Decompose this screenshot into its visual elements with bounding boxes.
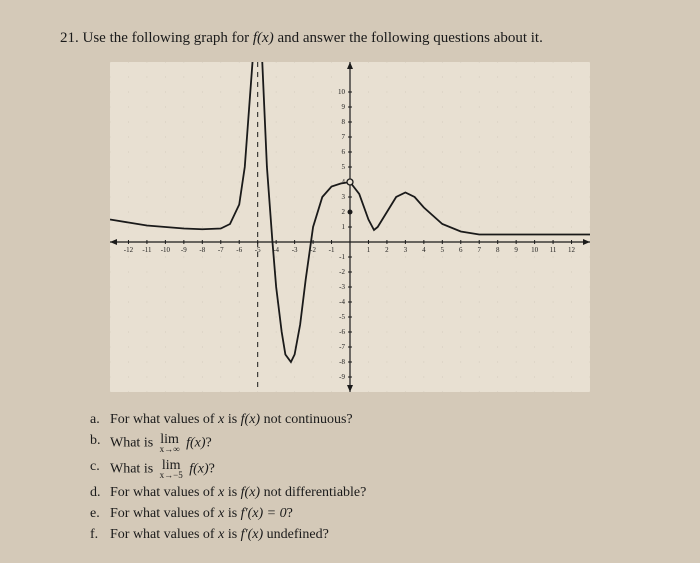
q-prompt-end: and answer the following questions about…	[277, 30, 542, 46]
svg-text:5: 5	[342, 163, 346, 171]
sq-label: d.	[90, 485, 110, 501]
svg-text:9: 9	[514, 246, 518, 254]
svg-text:-11: -11	[142, 246, 152, 254]
svg-text:3: 3	[342, 193, 346, 201]
sq-label: e.	[90, 506, 110, 522]
q-func: f(x)	[253, 30, 274, 46]
svg-text:2: 2	[342, 208, 346, 216]
svg-text:-9: -9	[339, 373, 345, 381]
svg-text:-7: -7	[218, 246, 224, 254]
svg-text:-3: -3	[339, 283, 345, 291]
sq-text: What is limx→−5 f(x)?	[110, 459, 640, 480]
limit-expr: limx→−5	[160, 459, 183, 480]
sub-questions: a. For what values of x is f(x) not cont…	[90, 412, 640, 543]
svg-text:9: 9	[342, 103, 346, 111]
svg-text:-7: -7	[339, 343, 345, 351]
svg-text:-1: -1	[329, 246, 335, 254]
svg-text:-2: -2	[339, 268, 345, 276]
sub-q-b: b. What is limx→∞ f(x)?	[90, 433, 640, 454]
sub-q-f: f. For what values of x is f′(x) undefin…	[90, 527, 640, 543]
svg-text:-10: -10	[161, 246, 171, 254]
svg-text:-9: -9	[181, 246, 187, 254]
graph-svg: -12-11-10-9-8-7-6-5-4-3-2-11234567891011…	[110, 62, 590, 392]
svg-text:7: 7	[477, 246, 481, 254]
svg-text:-8: -8	[199, 246, 205, 254]
limit-expr: limx→∞	[160, 433, 180, 454]
svg-text:-1: -1	[339, 253, 345, 261]
sq-text: For what values of x is f(x) not continu…	[110, 412, 640, 428]
svg-text:5: 5	[441, 246, 445, 254]
question-header: 21. Use the following graph for f(x) and…	[60, 30, 640, 47]
svg-text:-12: -12	[124, 246, 134, 254]
sub-q-e: e. For what values of x is f′(x) = 0?	[90, 506, 640, 522]
sq-text: What is limx→∞ f(x)?	[110, 433, 640, 454]
svg-text:-8: -8	[339, 358, 345, 366]
sq-label: f.	[90, 527, 110, 543]
svg-text:1: 1	[342, 223, 346, 231]
sq-label: a.	[90, 412, 110, 428]
svg-text:6: 6	[459, 246, 463, 254]
sq-text: For what values of x is f′(x) = 0?	[110, 506, 640, 522]
svg-text:-3: -3	[292, 246, 298, 254]
sub-q-d: d. For what values of x is f(x) not diff…	[90, 485, 640, 501]
svg-text:-6: -6	[236, 246, 242, 254]
svg-text:3: 3	[404, 246, 408, 254]
svg-text:8: 8	[496, 246, 500, 254]
sq-label: c.	[90, 459, 110, 475]
svg-text:12: 12	[568, 246, 576, 254]
svg-text:10: 10	[338, 88, 346, 96]
svg-text:11: 11	[550, 246, 557, 254]
q-number: 21.	[60, 30, 79, 46]
graph-container: -12-11-10-9-8-7-6-5-4-3-2-11234567891011…	[110, 62, 590, 392]
svg-text:7: 7	[342, 133, 346, 141]
sq-text: For what values of x is f′(x) undefined?	[110, 527, 640, 543]
svg-text:8: 8	[342, 118, 346, 126]
q-prompt: Use the following graph for	[83, 30, 253, 46]
svg-text:-6: -6	[339, 328, 345, 336]
svg-text:-5: -5	[339, 313, 345, 321]
sq-label: b.	[90, 433, 110, 449]
svg-text:-4: -4	[339, 298, 345, 306]
svg-text:1: 1	[367, 246, 371, 254]
svg-text:4: 4	[422, 246, 426, 254]
svg-text:2: 2	[385, 246, 389, 254]
sub-q-a: a. For what values of x is f(x) not cont…	[90, 412, 640, 428]
sub-q-c: c. What is limx→−5 f(x)?	[90, 459, 640, 480]
svg-text:10: 10	[531, 246, 539, 254]
sq-text: For what values of x is f(x) not differe…	[110, 485, 640, 501]
svg-text:6: 6	[342, 148, 346, 156]
